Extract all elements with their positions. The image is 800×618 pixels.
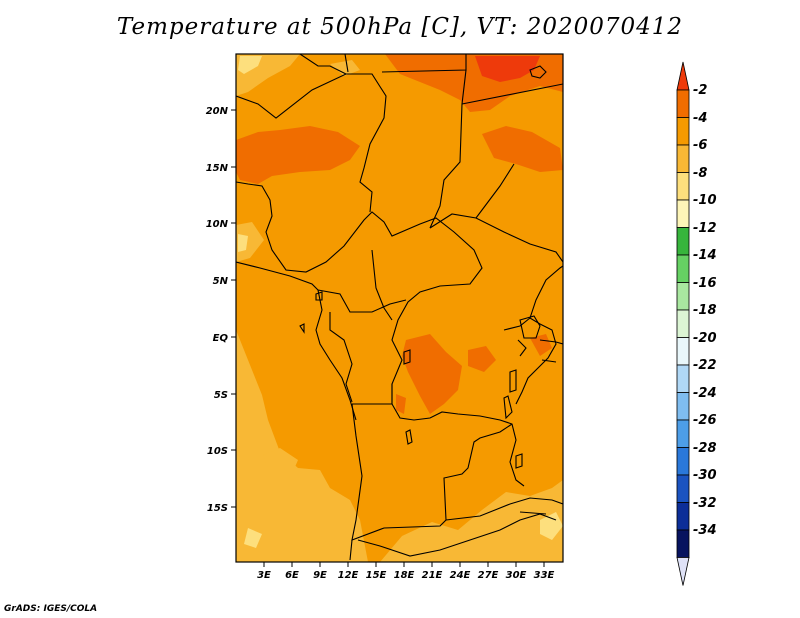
colorbar-label: -10 — [693, 193, 717, 208]
temperature-field-cool — [330, 60, 360, 76]
colorbar-segment — [676, 447, 690, 476]
temperature-field-warm — [236, 126, 360, 184]
temperature-field-cool — [380, 480, 563, 562]
temperature-field-coolest — [244, 528, 262, 548]
colorbar-label: -2 — [693, 83, 707, 98]
x-tick-label: 24E — [450, 570, 471, 581]
temperature-field-coolest — [238, 56, 262, 74]
temperature-field-coolest — [238, 234, 248, 252]
country-borders — [236, 54, 563, 561]
colorbar-label: -18 — [693, 303, 717, 318]
temperature-field-cool — [263, 448, 298, 474]
colorbar-label: -32 — [693, 496, 717, 511]
colorbar-segment — [676, 199, 690, 228]
temperature-field-coolest — [540, 512, 563, 540]
colorbar-label: -12 — [693, 221, 717, 236]
colorbar-segment — [676, 502, 690, 531]
colorbar — [676, 61, 690, 586]
x-tick-label: 9E — [313, 570, 327, 581]
colorbar-label: -30 — [693, 468, 717, 483]
colorbar-bottom-arrow — [676, 557, 690, 586]
y-axis-labels: 20N 15N 10N 5N EQ 5S 10S 15S — [206, 106, 229, 514]
y-tick-label: 5N — [213, 276, 229, 287]
y-tick-label: 10N — [206, 219, 229, 230]
colorbar-segment — [676, 337, 690, 366]
x-tick-label: 27E — [478, 570, 499, 581]
colorbar-segment — [676, 474, 690, 503]
lakes — [299, 65, 547, 515]
y-tick-label: 15N — [206, 163, 229, 174]
x-tick-label: 6E — [285, 570, 299, 581]
temperature-field-warm — [402, 334, 462, 414]
colorbar-label: -26 — [693, 413, 717, 428]
colorbar-segment — [676, 172, 690, 201]
x-tick-label: 30E — [506, 570, 527, 581]
y-tick-label: 15S — [207, 503, 228, 514]
x-tick-label: 15E — [366, 570, 387, 581]
y-tick-label: 10S — [207, 446, 228, 457]
colorbar-segment — [676, 117, 690, 146]
map-frame — [235, 53, 564, 563]
y-tick-label: EQ — [213, 333, 229, 344]
temperature-field-cool — [236, 222, 264, 262]
colorbar-segment — [676, 144, 690, 173]
x-tick-label: 3E — [257, 570, 271, 581]
colorbar-label: -20 — [693, 331, 717, 346]
y-tick-label: 5S — [214, 390, 228, 401]
temperature-field-warm — [530, 334, 552, 356]
x-tick-label: 33E — [534, 570, 555, 581]
colorbar-segment — [676, 254, 690, 283]
x-axis-labels: 3E 6E 9E 12E 15E 18E 21E 24E 27E 30E 33E — [257, 570, 554, 581]
colorbar-label: -14 — [693, 248, 717, 263]
colorbar-label: -24 — [693, 386, 717, 401]
colorbar-segment — [676, 282, 690, 311]
colorbar-top-arrow — [676, 61, 690, 91]
colorbar-label: -6 — [693, 138, 707, 153]
colorbar-segment — [676, 392, 690, 421]
colorbar-label: -22 — [693, 358, 717, 373]
colorbar-label: -16 — [693, 276, 717, 291]
colorbar-segment — [676, 529, 690, 558]
x-tick-label: 12E — [338, 570, 359, 581]
temperature-field-warm — [482, 126, 563, 172]
footer-credit: GrADS: IGES/COLA — [4, 604, 98, 614]
x-tick-label: 18E — [394, 570, 415, 581]
page-title: Temperature at 500hPa [C], VT: 202007041… — [116, 14, 684, 40]
colorbar-label: -4 — [693, 111, 707, 126]
colorbar-segment — [676, 364, 690, 393]
colorbar-segment — [676, 419, 690, 448]
x-tick-label: 21E — [422, 570, 443, 581]
temperature-field-warm — [468, 346, 496, 372]
y-tick-label: 20N — [206, 106, 229, 117]
colorbar-label: -34 — [693, 523, 717, 538]
colorbar-label: -28 — [693, 441, 717, 456]
colorbar-labels: -2 -4 -6 -8 -10 -12 -14 -16 -18 -20 -22 … — [693, 83, 717, 538]
colorbar-segment — [676, 89, 690, 118]
temperature-field-warm — [396, 394, 406, 414]
colorbar-label: -8 — [693, 166, 707, 181]
axis-ticks — [231, 109, 545, 567]
temperature-field-cool — [236, 330, 368, 562]
colorbar-segment — [676, 309, 690, 338]
map-plot-area — [236, 54, 563, 562]
colorbar-segment — [676, 227, 690, 256]
temperature-field-warmest — [475, 56, 540, 82]
